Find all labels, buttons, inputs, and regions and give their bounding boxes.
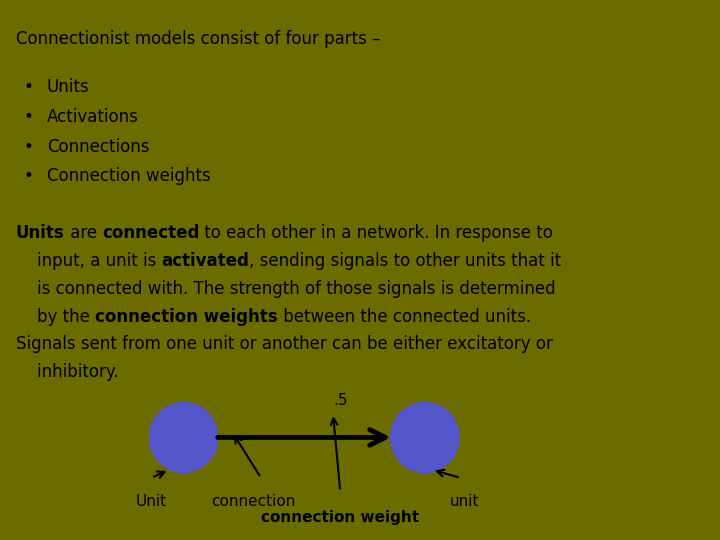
Text: Units: Units xyxy=(47,78,89,96)
Text: connected: connected xyxy=(102,224,199,242)
Text: inhibitory.: inhibitory. xyxy=(16,363,119,381)
Text: Connection weights: Connection weights xyxy=(47,167,210,185)
Text: between the connected units.: between the connected units. xyxy=(278,308,531,326)
Text: activated: activated xyxy=(161,252,249,270)
Text: connection: connection xyxy=(212,494,296,509)
Text: •: • xyxy=(23,108,33,126)
Text: Units: Units xyxy=(16,224,65,242)
Text: Signals sent from one unit or another can be either excitatory or: Signals sent from one unit or another ca… xyxy=(16,335,553,353)
Text: Connectionist models consist of four parts –: Connectionist models consist of four par… xyxy=(16,30,380,48)
Text: , sending signals to other units that it: , sending signals to other units that it xyxy=(249,252,562,270)
Text: by the: by the xyxy=(16,308,95,326)
Text: input, a unit is: input, a unit is xyxy=(16,252,161,270)
Text: unit: unit xyxy=(450,494,479,509)
Text: Connections: Connections xyxy=(47,138,149,156)
Text: are: are xyxy=(65,224,102,242)
Text: is connected with. The strength of those signals is determined: is connected with. The strength of those… xyxy=(16,280,555,298)
Text: •: • xyxy=(23,78,33,96)
Text: •: • xyxy=(23,138,33,156)
Text: •: • xyxy=(23,167,33,185)
Ellipse shape xyxy=(390,402,459,472)
Text: connection weight: connection weight xyxy=(261,510,419,525)
Text: connection weights: connection weights xyxy=(95,308,278,326)
Text: Activations: Activations xyxy=(47,108,139,126)
Text: .5: .5 xyxy=(333,393,348,408)
Text: Unit: Unit xyxy=(135,494,167,509)
Ellipse shape xyxy=(150,402,218,472)
Text: to each other in a network. In response to: to each other in a network. In response … xyxy=(199,224,553,242)
